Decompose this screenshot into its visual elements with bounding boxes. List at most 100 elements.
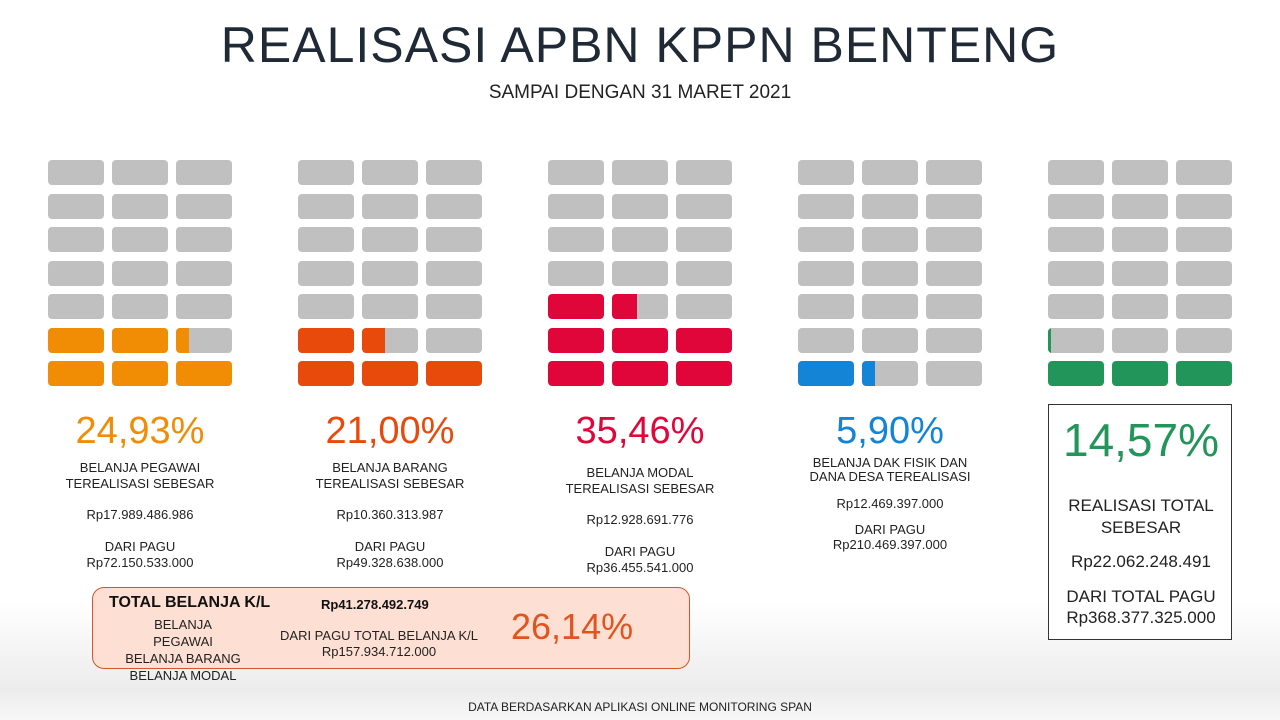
pagu-label-barang: DARI PAGU (354, 539, 426, 554)
pagu-pegawai: Rp72.150.533.000 (86, 555, 194, 570)
waffle-cell (1048, 327, 1104, 353)
waffle-cell-fill (176, 361, 232, 386)
waffle-cell (798, 227, 854, 252)
waffle-cell (176, 327, 232, 353)
kl-pagu: DARI PAGU TOTAL BELANJA K/L Rp157.934.71… (279, 628, 479, 660)
waffle-cell (426, 260, 482, 286)
kl-pagu-value: Rp157.934.712.000 (321, 644, 437, 659)
waffle-cell (1176, 361, 1232, 386)
kl-pagu-label: DARI PAGU TOTAL BELANJA K/L (280, 628, 478, 643)
waffle-cell (362, 294, 418, 319)
pagu-dak: Rp210.469.397.000 (832, 537, 948, 552)
waffle-cell (176, 160, 232, 185)
waffle-cell (176, 361, 232, 386)
waffle-cell-fill (612, 327, 668, 353)
label-barang-line2: TEREALISASI SEBESAR (315, 476, 465, 491)
label-modal-line1: BELANJA MODAL (586, 465, 694, 480)
waffle-cell (112, 160, 168, 185)
waffle-grid-total (1048, 160, 1233, 387)
waffle-cell (612, 193, 668, 219)
kl-amount: Rp41.278.492.749 (321, 597, 429, 612)
waffle-cell (1112, 294, 1168, 319)
waffle-grid-pegawai (48, 160, 233, 387)
realized-pegawai: Rp17.989.486.986 (86, 507, 194, 522)
waffle-cell (362, 160, 418, 185)
waffle-cell (362, 361, 418, 386)
waffle-cell (676, 260, 732, 286)
waffle-cell-fill (612, 361, 668, 386)
waffle-grid-modal (548, 160, 733, 387)
waffle-cell-fill (1112, 361, 1168, 386)
waffle-cell (362, 193, 418, 219)
total-belanja-kl-box: TOTAL BELANJA K/L Rp41.278.492.749 BELAN… (92, 587, 690, 683)
total-realization-box: 14,57% REALISASI TOTAL SEBESAR Rp22.062.… (1048, 404, 1232, 640)
pagu-modal: Rp36.455.541.000 (586, 560, 694, 575)
waffle-cell (612, 361, 668, 386)
waffle-cell (926, 361, 982, 386)
waffle-cell-fill (1176, 361, 1232, 386)
total-pagu-label: DARI TOTAL PAGU (1066, 587, 1216, 606)
pagu-label-pegawai: DARI PAGU (104, 539, 176, 554)
label-modal-line2: TEREALISASI SEBESAR (565, 481, 715, 496)
label-pegawai-line2: TEREALISASI SEBESAR (65, 476, 215, 491)
total-label-line2: SEBESAR (1100, 518, 1182, 537)
waffle-cell (612, 227, 668, 252)
total-label: REALISASI TOTAL SEBESAR (1049, 495, 1233, 539)
percent-barang: 21,00% (325, 410, 455, 452)
waffle-cell (176, 227, 232, 252)
waffle-cell-fill (798, 361, 854, 386)
waffle-cell-fill (1048, 327, 1052, 353)
waffle-cell-fill (112, 327, 168, 353)
waffle-cell (926, 227, 982, 252)
waffle-cell (548, 193, 604, 219)
waffle-cell (112, 294, 168, 319)
waffle-cell (48, 327, 104, 353)
waffle-cell (548, 227, 604, 252)
waffle-cell (548, 160, 604, 185)
percent-pegawai: 24,93% (75, 410, 205, 452)
waffle-cell (548, 361, 604, 386)
waffle-cell-fill (298, 361, 354, 386)
waffle-cell (676, 193, 732, 219)
waffle-cell (48, 260, 104, 286)
waffle-cell (362, 260, 418, 286)
waffle-cell (1176, 260, 1232, 286)
waffle-cell (176, 193, 232, 219)
waffle-cell (112, 227, 168, 252)
waffle-cell (676, 294, 732, 319)
waffle-cell (612, 294, 668, 319)
waffle-cell (48, 193, 104, 219)
waffle-cell (298, 227, 354, 252)
waffle-cell (1048, 361, 1104, 386)
waffle-cell (862, 260, 918, 286)
realized-modal: Rp12.928.691.776 (586, 512, 694, 527)
waffle-cell (426, 160, 482, 185)
label-dak-line1: BELANJA DAK FISIK DAN (812, 455, 968, 470)
label-dak-line2: DANA DESA TEREALISASI (809, 469, 971, 484)
waffle-cell (1112, 193, 1168, 219)
waffle-cell (176, 294, 232, 319)
total-pagu: Rp368.377.325.000 (1066, 608, 1216, 627)
waffle-cell (1112, 160, 1168, 185)
label-modal: BELANJA MODAL TEREALISASI SEBESAR (510, 465, 770, 497)
waffle-cell (798, 327, 854, 353)
waffle-cell (112, 361, 168, 386)
waffle-cell (362, 227, 418, 252)
kl-item: BELANJA BARANG (125, 651, 241, 666)
waffle-cell (1112, 361, 1168, 386)
label-barang: BELANJA BARANG TEREALISASI SEBESAR (260, 460, 520, 492)
waffle-cell (1048, 294, 1104, 319)
pagu-label-modal: DARI PAGU (604, 544, 676, 559)
waffle-cell (926, 327, 982, 353)
waffle-cell (862, 327, 918, 353)
waffle-cell (426, 193, 482, 219)
waffle-cell (548, 260, 604, 286)
waffle-cell (48, 294, 104, 319)
waffle-cell-fill (548, 327, 604, 353)
label-pegawai: BELANJA PEGAWAI TEREALISASI SEBESAR (10, 460, 270, 492)
waffle-cell-fill (548, 294, 604, 319)
waffle-cell (676, 160, 732, 185)
kl-title: TOTAL BELANJA K/L (109, 594, 271, 611)
waffle-cell (1112, 227, 1168, 252)
waffle-cell (798, 193, 854, 219)
